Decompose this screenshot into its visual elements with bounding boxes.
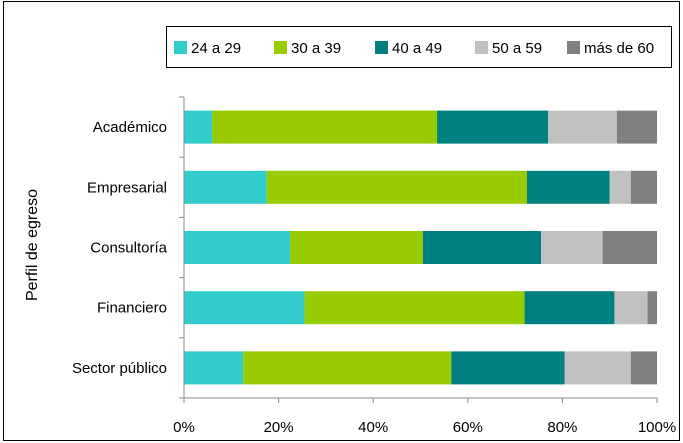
legend: 24 a 29 30 a 39 40 a 49 50 a 59 más de 60 [166,26,672,68]
legend-label-5: más de 60 [584,40,654,57]
category-label: Empresarial [87,179,167,196]
legend-swatch-4 [475,41,488,54]
bar-4-series-2 [304,291,525,325]
legend-swatch-2 [274,41,287,54]
bar-1-series-3 [437,110,549,144]
axes: Académico Empresarial Consultoría Financier… [72,96,676,436]
bar-5-series-4 [564,351,631,385]
bar-5-series-5 [630,351,657,385]
bar-2-series-5 [630,170,657,204]
x-tick-label: 60% [453,419,483,436]
bar-5-series-3 [451,351,565,385]
bar-3-series-4 [541,231,603,264]
bar-4-series-4 [614,291,648,325]
bar-2-series-3 [526,170,610,204]
bar-2-series-4 [609,170,631,204]
bar-3-series-1 [184,231,291,264]
category-label: Sector público [72,360,167,377]
bar-4-series-5 [647,291,657,325]
legend-box [166,26,672,68]
category-label: Financiero [97,300,167,317]
category-label: Académico [93,119,167,136]
x-tick-label: 100% [638,419,676,436]
bar-3-series-5 [602,231,657,264]
legend-label-1: 24 a 29 [191,40,241,57]
bar-4-series-1 [184,291,305,325]
x-tick-label: 80% [547,419,577,436]
bar-5-series-1 [184,351,244,385]
bars [184,110,657,385]
bar-1-series-1 [184,110,213,144]
category-label: Consultoría [90,240,167,257]
x-tick-label: 40% [358,419,388,436]
legend-swatch-1 [174,41,187,54]
bar-1-series-5 [616,110,657,144]
legend-swatch-5 [567,41,580,54]
legend-label-2: 30 a 39 [291,40,341,57]
bar-2-series-1 [184,170,267,204]
legend-label-3: 40 a 49 [392,40,442,57]
bar-3-series-3 [422,231,542,264]
y-axis-label: Perfil de egreso [24,189,41,301]
bar-3-series-2 [290,231,423,264]
bar-4-series-3 [524,291,615,325]
x-tick-label: 20% [264,419,294,436]
bar-1-series-4 [548,110,617,144]
x-tick-label: 0% [173,419,195,436]
bar-1-series-2 [212,110,438,144]
bar-5-series-2 [243,351,452,385]
bar-2-series-2 [266,170,527,204]
legend-label-4: 50 a 59 [492,40,542,57]
legend-swatch-3 [375,41,388,54]
